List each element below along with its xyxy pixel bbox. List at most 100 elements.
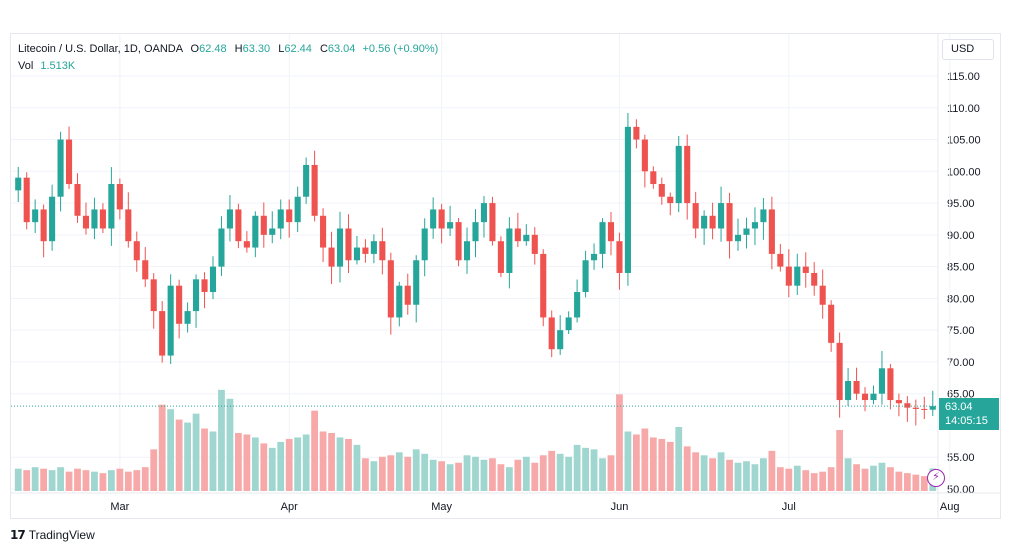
volume-bar (387, 455, 395, 491)
candle-body (828, 304, 835, 343)
volume-bar (599, 458, 606, 491)
candle-body (751, 222, 758, 229)
volume-bar (472, 456, 479, 491)
volume-bar (277, 441, 285, 491)
y-tick-label: 110.00 (947, 103, 980, 115)
flash-icon[interactable]: ⚡ (927, 469, 945, 487)
y-tick-label: 105.00 (947, 135, 981, 147)
candle-body (133, 241, 140, 261)
candle-body (658, 184, 665, 197)
volume-bar (133, 470, 141, 491)
candle-body (176, 285, 183, 324)
volume-bar (590, 449, 598, 491)
volume-bar (336, 437, 344, 491)
candle-body (887, 368, 894, 401)
volume-bar (683, 446, 691, 491)
volume-bar (768, 450, 776, 491)
tradingview-logo: 𝟭𝟳 (10, 528, 26, 542)
candle-body (718, 203, 725, 229)
volume-bar (505, 467, 513, 491)
candle-body (921, 408, 928, 410)
legend-high-label: H (234, 43, 243, 55)
volume-bar (700, 455, 708, 491)
bar-countdown: 14:05:15 (945, 415, 988, 427)
volume-bar (853, 464, 860, 491)
candle-body (777, 253, 784, 267)
volume-bar (209, 431, 217, 491)
volume-bar (251, 437, 259, 491)
candle-body (345, 228, 352, 261)
candle-body (387, 260, 394, 318)
legend-vol: 1.513K (40, 60, 76, 72)
volume-bar (404, 456, 412, 491)
candle-body (23, 177, 30, 223)
legend-volume-row: Vol 1.513K (18, 58, 438, 75)
y-tick-label: 70.00 (947, 357, 975, 369)
volume-bar (802, 470, 810, 491)
candle-body (548, 317, 555, 350)
candle-body (853, 380, 860, 394)
volume-bar (455, 462, 462, 491)
x-tick-label: Apr (281, 501, 298, 513)
volume-bar (633, 434, 640, 491)
candle-body (65, 139, 73, 185)
candle-body (591, 253, 598, 261)
volume-bar (158, 404, 166, 491)
candle-body (845, 380, 852, 401)
candle-body (912, 407, 919, 409)
y-tick-label: 75.00 (947, 325, 975, 337)
candle-body (82, 215, 90, 229)
y-tick-label: 55.00 (947, 452, 975, 464)
candle-body (167, 285, 174, 356)
volume-bar (776, 467, 784, 491)
candle-body (320, 215, 327, 248)
candle-body (269, 228, 276, 235)
candle-body (878, 368, 886, 394)
volume-bar (302, 434, 310, 491)
volume-bar (743, 461, 750, 491)
candle-body (328, 247, 335, 267)
volume-bar (57, 467, 64, 491)
volume-bar (463, 455, 471, 491)
volume-bar (760, 458, 767, 491)
candle-body (514, 228, 521, 242)
volume-bar (844, 458, 852, 491)
chart-frame[interactable] (10, 33, 1001, 519)
volume-bar (150, 449, 158, 491)
volume-bar (870, 465, 877, 491)
volume-bar (489, 458, 496, 491)
candle-body (235, 209, 242, 242)
candle-body (675, 145, 682, 204)
candle-body (209, 266, 217, 293)
volume-bar (40, 468, 48, 491)
volume-bar (548, 450, 556, 491)
volume-bar (268, 447, 276, 491)
candle-body (489, 203, 496, 242)
volume-bar (446, 464, 454, 491)
volume-bar (201, 428, 208, 491)
currency-button[interactable]: USD (942, 39, 994, 60)
volume-bar (827, 467, 835, 491)
volume-bar (649, 437, 657, 491)
volume-bar (861, 468, 869, 491)
candle-body (57, 139, 64, 197)
candle-body (108, 184, 115, 229)
candle-body (15, 177, 22, 191)
volume-bar (522, 456, 530, 491)
candle-body (667, 196, 674, 204)
volume-bar (556, 453, 564, 491)
legend-close: 63.04 (327, 43, 356, 55)
y-tick-label: 85.00 (947, 262, 975, 274)
volume-bar (124, 471, 132, 491)
x-tick-label: Jul (782, 501, 796, 513)
candle-body (811, 272, 818, 286)
volume-bar (819, 471, 827, 491)
candle-body (116, 184, 123, 210)
candle-body (565, 317, 572, 331)
legend-low-label: L (278, 43, 285, 55)
candle-body (692, 203, 699, 229)
tradingview-brand[interactable]: 𝟭𝟳 TradingView (10, 528, 95, 542)
candle-body (929, 406, 936, 410)
volume-bar (539, 455, 547, 491)
